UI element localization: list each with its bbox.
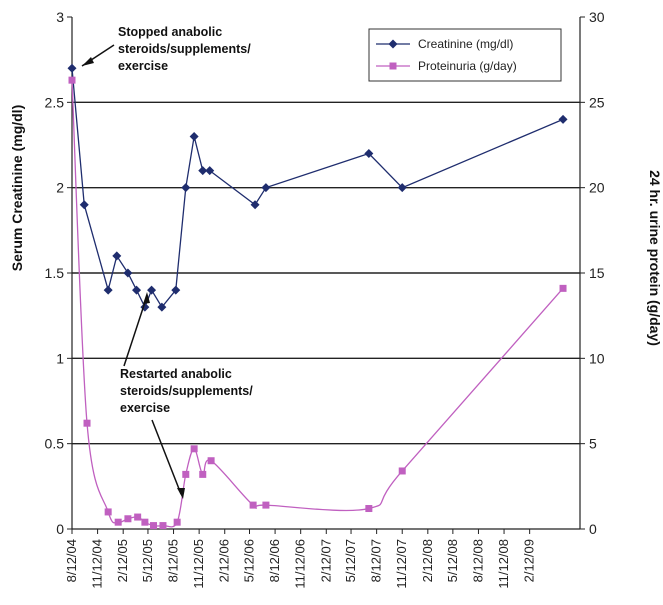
x-tick-label: 11/12/06 [293, 539, 308, 589]
proteinuria-point [141, 518, 149, 526]
proteinuria-point [159, 522, 167, 530]
creatinine-point [157, 302, 167, 312]
proteinuria-point [398, 467, 406, 475]
proteinuria-point [104, 508, 112, 516]
left-y-tick-label: 3 [56, 9, 64, 25]
x-tick-label: 5/12/07 [343, 539, 358, 582]
right-y-tick-label: 0 [589, 521, 597, 537]
annotation-restarted-line-2: steroids/supplements/ [120, 384, 253, 398]
x-tick-label: 8/12/06 [267, 539, 282, 582]
left-y-axis-title: Serum Creatinine (mg/dl) [9, 105, 25, 271]
legend-box [368, 28, 562, 82]
proteinuria-point [249, 501, 257, 509]
x-tick-label: 8/12/08 [470, 539, 485, 582]
legend: Creatinine (mg/dl) Proteinuria (g/day) [368, 28, 562, 82]
proteinuria-point [207, 457, 215, 465]
creatinine-point [147, 285, 157, 295]
proteinuria-point [559, 284, 567, 292]
x-axis-ticks: 8/12/04 11/12/04 2/12/05 5/12/05 8/12/05 11/1… [64, 529, 537, 589]
proteinuria-point [173, 518, 181, 526]
creatinine-point [558, 114, 568, 124]
legend-creatinine-marker [388, 39, 398, 49]
x-tick-label: 2/12/05 [115, 539, 130, 582]
left-y-tick-label: 2.5 [45, 94, 65, 110]
right-y-tick-label: 5 [589, 436, 597, 452]
creatinine-point [189, 131, 199, 141]
proteinuria-point [150, 522, 158, 530]
creatinine-point [171, 285, 181, 295]
proteinuria-point [190, 445, 198, 453]
annotation-restarted-arrow-down [151, 419, 182, 495]
annotation-restarted-arrow-up [123, 295, 148, 367]
creatinine-point [67, 63, 77, 73]
right-y-tick-label: 20 [589, 180, 605, 196]
data-series [67, 63, 568, 530]
legend-proteinuria-label: Proteinuria (g/day) [418, 59, 517, 73]
x-tick-label: 5/12/05 [140, 539, 155, 582]
creatinine-point [261, 183, 271, 193]
annotation-stopped-line-1: Stopped anabolic [118, 25, 222, 39]
creatinine-point [123, 268, 133, 278]
creatinine-point [198, 166, 208, 176]
x-tick-label: 8/12/05 [166, 539, 181, 582]
x-tick-label: 11/12/05 [191, 539, 206, 589]
annotations: Stopped anabolic steroids/supplements/ e… [81, 25, 253, 499]
annotation-restarted-arrowhead-up [143, 292, 150, 304]
proteinuria-point [365, 505, 373, 513]
left-y-tick-label: 0 [56, 521, 64, 537]
left-y-tick-label: 1 [56, 350, 64, 366]
proteinuria-point [83, 419, 91, 427]
creatinine-point [112, 251, 122, 261]
annotation-stopped-line-3: exercise [118, 59, 168, 73]
x-tick-label: 11/12/04 [90, 539, 105, 589]
right-y-axis-title: 24 hr. urine protein (g/day) [647, 170, 663, 346]
creatinine-point [132, 285, 142, 295]
series-creatinine [67, 63, 568, 312]
annotation-restarted-line-3: exercise [120, 401, 170, 415]
legend-proteinuria-marker [389, 62, 397, 70]
annotation-restarted-arrowhead-down [177, 488, 185, 499]
proteinuria-point [68, 76, 76, 84]
proteinuria-point [134, 513, 142, 521]
x-tick-label: 5/12/06 [241, 539, 256, 582]
x-tick-label: 2/12/06 [217, 539, 232, 582]
annotation-restarted-line-1: Restarted anabolic [120, 367, 232, 381]
x-tick-label: 11/12/08 [496, 539, 511, 589]
creatinine-point [250, 200, 260, 210]
horizontal-gridlines [72, 101, 580, 445]
right-y-axis-ticks: 0 5 10 15 20 25 30 [580, 9, 605, 537]
x-tick-label: 2/12/07 [318, 539, 333, 582]
creatinine-point [103, 285, 113, 295]
right-y-tick-label: 30 [589, 9, 605, 25]
x-tick-label: 8/12/07 [369, 539, 384, 582]
creatinine-point [397, 183, 407, 193]
annotation-stopped-arrowhead [82, 57, 94, 66]
annotation-stopped-line-2: steroids/supplements/ [118, 42, 251, 56]
series-proteinuria [68, 76, 567, 530]
creatinine-point [79, 200, 89, 210]
left-y-tick-label: 2 [56, 180, 64, 196]
x-tick-label: 2/12/08 [420, 539, 435, 582]
left-y-axis-ticks: 0 0.5 1 1.5 2 2.5 3 [45, 9, 72, 537]
proteinuria-point [114, 518, 122, 526]
x-tick-label: 8/12/04 [64, 539, 79, 582]
creatinine-point [364, 149, 374, 159]
right-y-tick-label: 25 [589, 94, 605, 110]
proteinuria-point [182, 470, 190, 478]
proteinuria-point [124, 515, 132, 523]
creatinine-point [205, 166, 215, 176]
left-y-tick-label: 0.5 [45, 436, 65, 452]
proteinuria-point [199, 470, 207, 478]
x-tick-label: 2/12/09 [522, 539, 537, 582]
x-tick-label: 5/12/08 [445, 539, 460, 582]
legend-creatinine-label: Creatinine (mg/dl) [418, 37, 513, 51]
right-y-tick-label: 15 [589, 265, 605, 281]
left-y-tick-label: 1.5 [45, 265, 65, 281]
right-y-tick-label: 10 [589, 350, 605, 366]
x-tick-label: 11/12/07 [394, 539, 409, 589]
creatinine-point [181, 183, 191, 193]
proteinuria-point [262, 501, 270, 509]
